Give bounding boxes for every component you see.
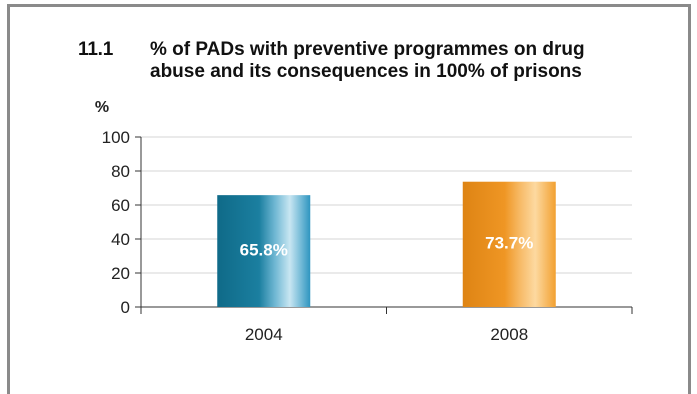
y-tick-label: 60 xyxy=(111,196,130,215)
bar-2008 xyxy=(462,181,556,307)
data-label-2004: 65.8% xyxy=(240,241,288,260)
bar-2004 xyxy=(217,195,311,307)
chart-frame xyxy=(7,4,691,394)
y-tick-label: 0 xyxy=(121,298,130,317)
y-tick-label: 40 xyxy=(111,230,130,249)
chart-title-number: 11.1 xyxy=(78,39,114,60)
y-tick-label: 100 xyxy=(102,128,130,147)
y-tick-label: 20 xyxy=(111,264,130,283)
x-tick-label: 2004 xyxy=(245,325,283,344)
data-label-2008: 73.7% xyxy=(485,234,533,253)
chart-title-block: 11.1 % of PADs with preventive programme… xyxy=(78,39,620,83)
chart-title: % of PADs with preventive programmes on … xyxy=(150,39,585,82)
y-axis-label: % xyxy=(95,99,109,116)
y-tick-label: 80 xyxy=(111,162,130,181)
x-tick-label: 2008 xyxy=(490,325,528,344)
